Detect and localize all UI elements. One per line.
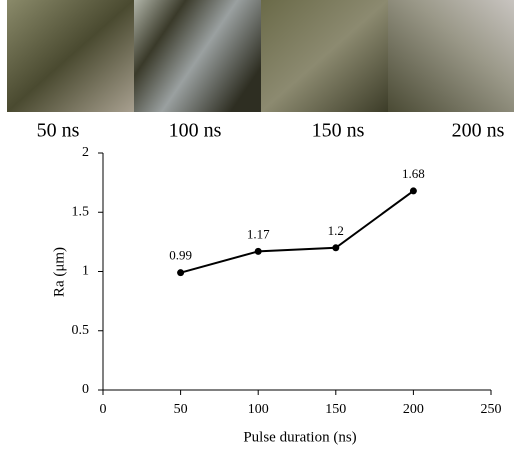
y-tick-label: 0.5 (72, 323, 90, 338)
image-label: 200 ns (452, 120, 505, 142)
y-tick-label: 1 (82, 264, 89, 279)
data-point (254, 247, 262, 255)
data-label: 1.17 (247, 226, 270, 241)
image-label: 50 ns (37, 120, 80, 142)
data-point (177, 269, 185, 277)
x-tick-label: 50 (174, 402, 188, 417)
micrograph (261, 0, 388, 112)
y-axis-label: Ra (μm) (51, 247, 67, 297)
image-label: 150 ns (312, 120, 365, 142)
data-label: 0.99 (169, 248, 192, 263)
x-axis-label: Pulse duration (ns) (243, 429, 356, 445)
x-tick-label: 250 (481, 402, 502, 417)
y-tick-label: 2 (82, 145, 89, 160)
micrograph (388, 0, 514, 112)
x-tick-label: 0 (100, 402, 107, 417)
y-tick-label: 0 (82, 382, 89, 397)
micrograph (134, 0, 261, 112)
image-label: 100 ns (169, 120, 222, 142)
data-label: 1.68 (402, 166, 425, 181)
x-tick-label: 200 (403, 402, 424, 417)
data-line (180, 190, 414, 274)
x-tick-label: 100 (248, 402, 269, 417)
data-point (332, 244, 340, 252)
x-tick-label: 150 (325, 402, 346, 417)
micrograph (7, 0, 134, 112)
data-label: 1.2 (328, 223, 344, 238)
y-tick-label: 1.5 (72, 204, 90, 219)
data-point (409, 187, 417, 195)
